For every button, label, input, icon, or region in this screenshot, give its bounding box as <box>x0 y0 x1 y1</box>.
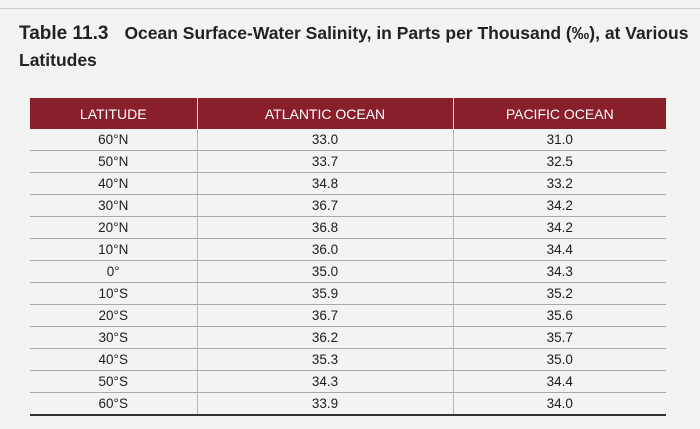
atlantic-salinity-cell: 36.2 <box>197 326 454 349</box>
atlantic-salinity-cell: 34.8 <box>197 172 454 195</box>
table-number: Table 11.3 <box>19 23 109 44</box>
atlantic-salinity-cell: 35.3 <box>197 348 454 371</box>
pacific-salinity-cell: 35.7 <box>453 326 666 349</box>
table-row: 40°S 35.3 35.0 <box>30 348 666 371</box>
atlantic-salinity-cell: 33.0 <box>197 129 454 151</box>
atlantic-salinity-cell: 33.7 <box>197 150 454 173</box>
table-row: 0° 35.0 34.3 <box>30 260 666 283</box>
pacific-salinity-cell: 34.2 <box>453 194 666 217</box>
salinity-table: LATITUDE ATLANTIC OCEAN PACIFIC OCEAN 60… <box>30 98 666 416</box>
latitude-cell: 20°S <box>30 304 198 327</box>
atlantic-salinity-cell: 36.8 <box>197 216 454 239</box>
pacific-salinity-cell: 33.2 <box>453 172 666 195</box>
atlantic-salinity-cell: 35.9 <box>197 282 454 305</box>
table-row: 10°S 35.9 35.2 <box>30 282 666 305</box>
atlantic-salinity-cell: 36.7 <box>197 304 454 327</box>
latitude-cell: 50°S <box>30 370 198 393</box>
top-rule <box>0 8 700 9</box>
atlantic-salinity-cell: 35.0 <box>197 260 454 283</box>
latitude-cell: 30°S <box>30 326 198 349</box>
column-header-latitude: LATITUDE <box>30 98 198 129</box>
pacific-salinity-cell: 35.2 <box>453 282 666 305</box>
atlantic-salinity-cell: 33.9 <box>197 392 454 416</box>
atlantic-salinity-cell: 34.3 <box>197 370 454 393</box>
column-header-atlantic: ATLANTIC OCEAN <box>197 98 454 129</box>
table-row: 20°S 36.7 35.6 <box>30 304 666 327</box>
pacific-salinity-cell: 32.5 <box>453 150 666 173</box>
table-body: 60°N 33.0 31.0 50°N 33.7 32.5 40°N 34.8 33.2 30°N… <box>30 129 666 416</box>
pacific-salinity-cell: 34.2 <box>453 216 666 239</box>
latitude-cell: 40°N <box>30 172 198 195</box>
table-row: 30°N 36.7 34.2 <box>30 194 666 217</box>
latitude-cell: 40°S <box>30 348 198 371</box>
table-row: 60°N 33.0 31.0 <box>30 129 666 151</box>
table-row: 10°N 36.0 34.4 <box>30 238 666 261</box>
table-caption: Table 11.3 Ocean Surface-Water Salinity, … <box>19 20 689 73</box>
pacific-salinity-cell: 34.4 <box>453 370 666 393</box>
latitude-cell: 10°S <box>30 282 198 305</box>
table-row: 50°S 34.3 34.4 <box>30 370 666 393</box>
latitude-cell: 0° <box>30 260 198 283</box>
table-row: 50°N 33.7 32.5 <box>30 150 666 173</box>
table-row: 30°S 36.2 35.7 <box>30 326 666 349</box>
salinity-table-container: LATITUDE ATLANTIC OCEAN PACIFIC OCEAN 60… <box>30 98 666 416</box>
table-row: 40°N 34.8 33.2 <box>30 172 666 195</box>
table-row: 60°S 33.9 34.0 <box>30 392 666 416</box>
table-title: Ocean Surface-Water Salinity, in Parts p… <box>19 23 689 70</box>
atlantic-salinity-cell: 36.7 <box>197 194 454 217</box>
pacific-salinity-cell: 35.0 <box>453 348 666 371</box>
pacific-salinity-cell: 35.6 <box>453 304 666 327</box>
atlantic-salinity-cell: 36.0 <box>197 238 454 261</box>
latitude-cell: 50°N <box>30 150 198 173</box>
pacific-salinity-cell: 31.0 <box>453 129 666 151</box>
header-row: LATITUDE ATLANTIC OCEAN PACIFIC OCEAN <box>30 98 666 129</box>
latitude-cell: 10°N <box>30 238 198 261</box>
pacific-salinity-cell: 34.0 <box>453 392 666 416</box>
column-header-pacific: PACIFIC OCEAN <box>453 98 666 129</box>
table-row: 20°N 36.8 34.2 <box>30 216 666 239</box>
table-header: LATITUDE ATLANTIC OCEAN PACIFIC OCEAN <box>30 98 666 129</box>
latitude-cell: 60°N <box>30 129 198 151</box>
latitude-cell: 20°N <box>30 216 198 239</box>
pacific-salinity-cell: 34.3 <box>453 260 666 283</box>
latitude-cell: 30°N <box>30 194 198 217</box>
latitude-cell: 60°S <box>30 392 198 416</box>
pacific-salinity-cell: 34.4 <box>453 238 666 261</box>
